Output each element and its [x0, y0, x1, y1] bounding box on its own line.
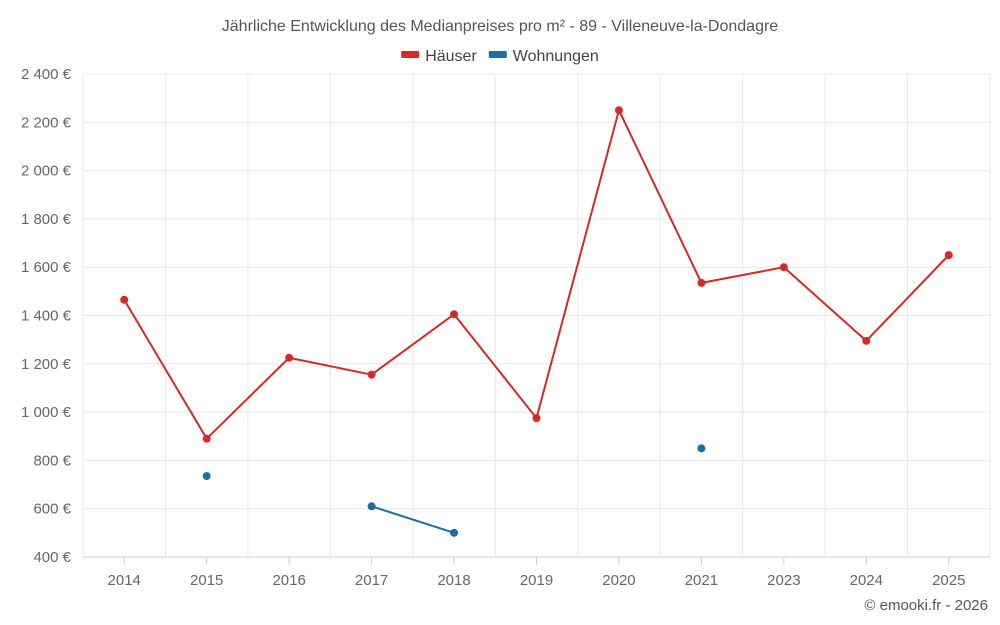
x-tick-label: 2016 — [272, 572, 305, 589]
x-tick-label: 2017 — [355, 572, 388, 589]
y-tick-label: 1 800 € — [21, 211, 72, 228]
legend-swatch — [401, 51, 420, 58]
y-axis-ticks: 400 € 600 € 800 € 1 000 € 1 200 € 1 400 € 1 60… — [21, 66, 72, 566]
legend-item[interactable]: Häuser — [401, 48, 477, 65]
x-tick-label: 2021 — [685, 572, 718, 589]
legend-label: Wohnungen — [513, 48, 599, 65]
legend-swatch — [488, 51, 507, 58]
series-line — [371, 505, 455, 534]
data-point[interactable] — [697, 278, 706, 287]
data-point[interactable] — [944, 251, 953, 260]
data-point[interactable] — [202, 472, 211, 481]
data-point[interactable] — [450, 310, 459, 319]
x-tick-label: 2020 — [602, 572, 635, 589]
chart-title: Jährliche Entwicklung des Medianpreises … — [222, 18, 779, 35]
credit-label: © emooki.fr - 2026 — [864, 597, 988, 614]
data-point[interactable] — [367, 502, 376, 511]
y-tick-label: 1 200 € — [21, 356, 72, 373]
y-tick-label: 2 400 € — [21, 66, 72, 83]
series-layer — [120, 106, 953, 537]
y-tick-label: 2 000 € — [21, 163, 72, 180]
grid-lines — [82, 73, 991, 557]
chart-legend: Häuser Wohnungen — [401, 48, 599, 65]
y-tick-label: 1 600 € — [21, 259, 72, 276]
x-tick-label: 2023 — [767, 572, 800, 589]
data-point[interactable] — [285, 353, 294, 362]
y-tick-label: 600 € — [33, 501, 71, 518]
y-tick-label: 2 200 € — [21, 114, 72, 131]
data-point[interactable] — [532, 414, 541, 423]
x-tick-label: 2014 — [108, 572, 141, 589]
data-point[interactable] — [202, 434, 211, 443]
x-tick-label: 2018 — [437, 572, 470, 589]
data-point[interactable] — [367, 370, 376, 379]
data-point[interactable] — [697, 444, 706, 453]
legend-label: Häuser — [425, 48, 477, 65]
y-tick-label: 1 400 € — [21, 308, 72, 325]
x-tick-label: 2025 — [932, 572, 965, 589]
data-point[interactable] — [862, 336, 871, 345]
series-h-user — [120, 106, 953, 443]
data-point[interactable] — [450, 528, 459, 537]
x-tick-label: 2015 — [190, 572, 223, 589]
y-tick-label: 1 000 € — [21, 404, 72, 421]
x-tick-label: 2024 — [850, 572, 883, 589]
series-wohnungen — [202, 444, 706, 537]
x-tick-label: 2019 — [520, 572, 553, 589]
data-point[interactable] — [779, 263, 788, 272]
x-axis-ticks: 2014 2015 2016 2017 2018 2019 2020 2021 2023 2024… — [108, 557, 965, 589]
data-point[interactable] — [614, 106, 623, 115]
legend-item[interactable]: Wohnungen — [488, 48, 599, 65]
data-point[interactable] — [120, 295, 129, 304]
y-tick-label: 800 € — [33, 452, 71, 469]
y-tick-label: 400 € — [33, 549, 71, 566]
